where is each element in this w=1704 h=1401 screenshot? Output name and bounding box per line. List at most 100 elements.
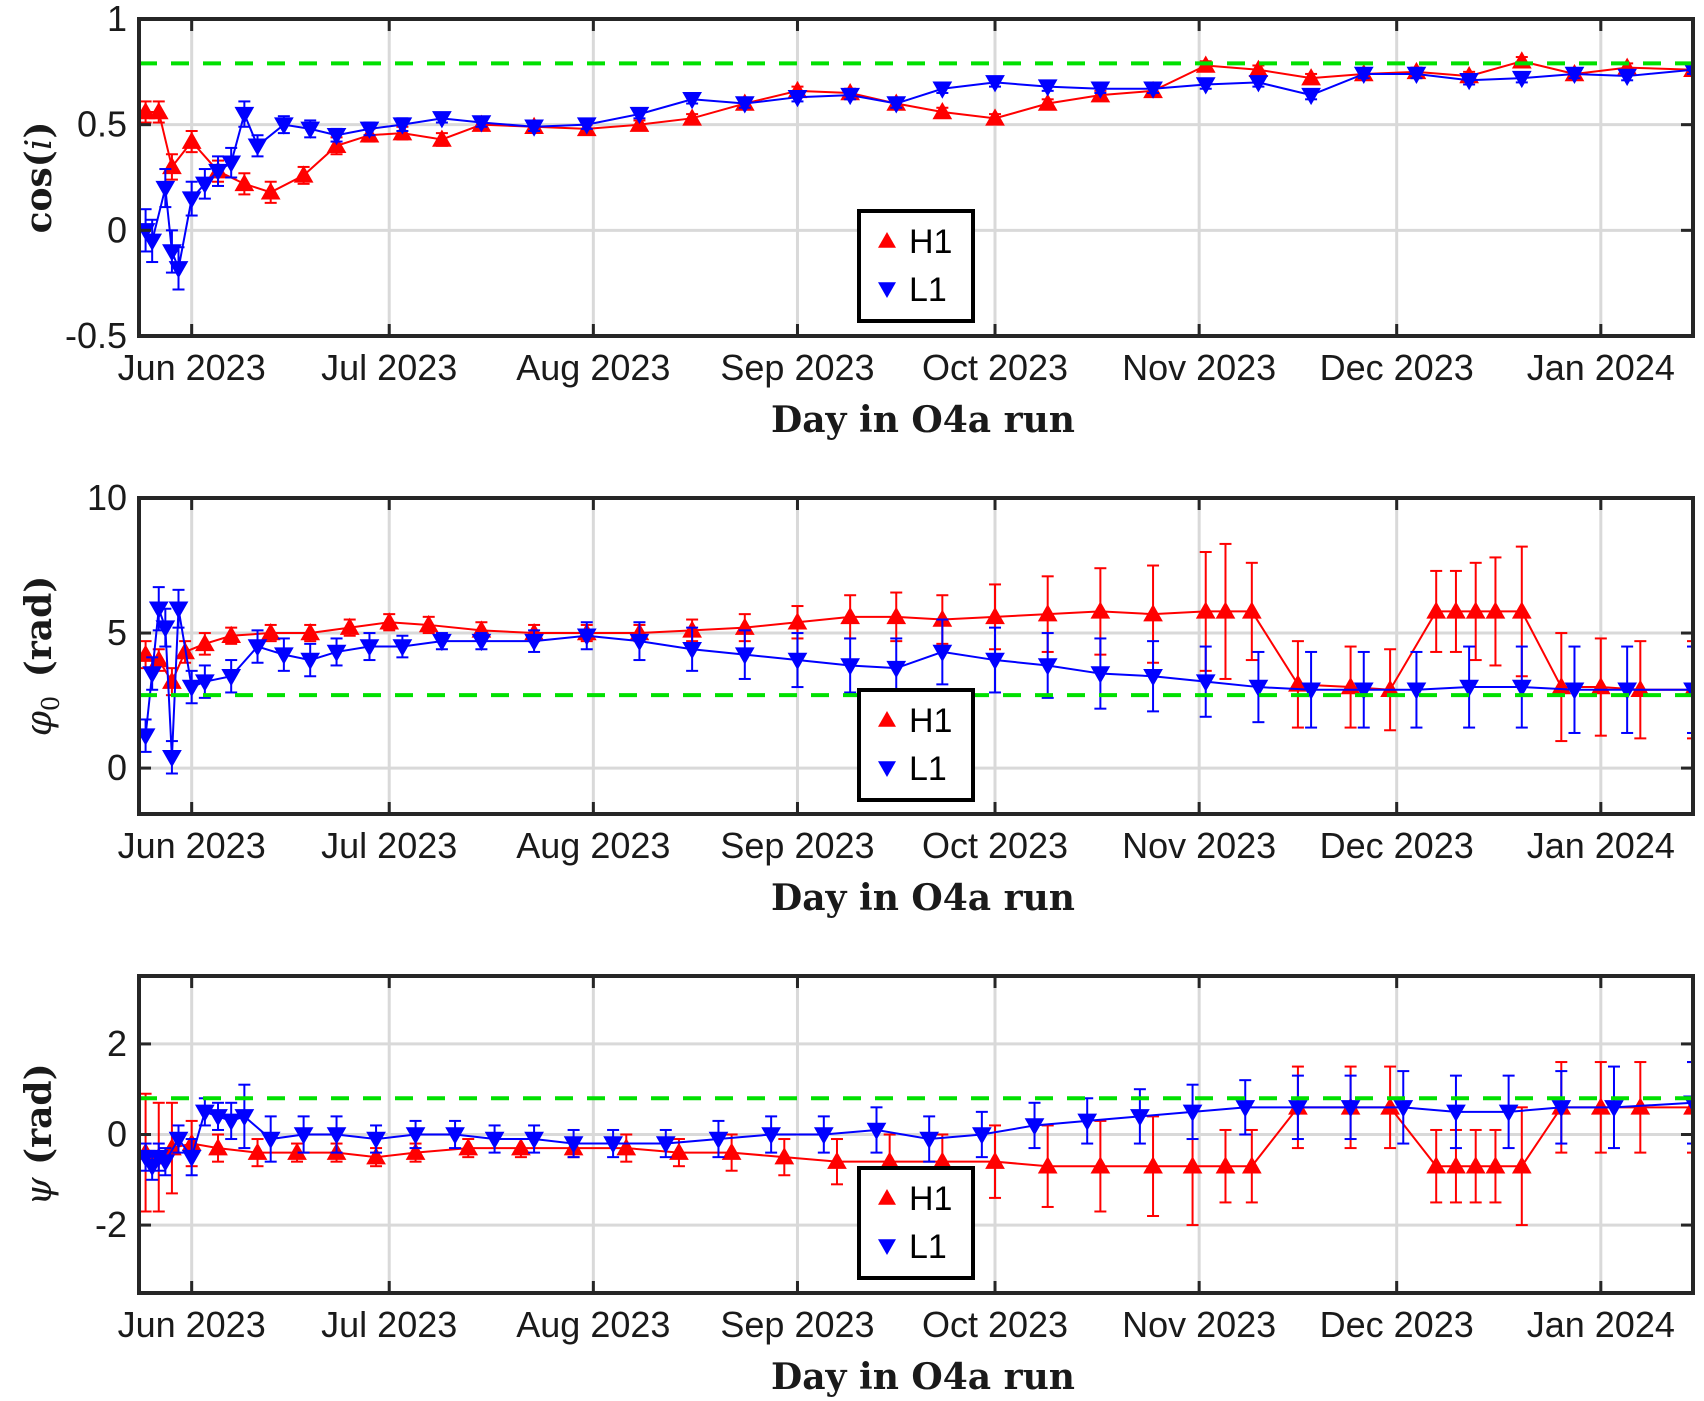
data-point-l1 [1077, 1113, 1098, 1131]
data-point-h1 [511, 1138, 531, 1156]
data-point-h1 [1037, 604, 1058, 622]
y-tick-label: 1 [107, 0, 127, 39]
data-point-l1 [392, 117, 413, 135]
data-point-l1 [761, 1127, 781, 1145]
legend-label-l1: L1 [909, 1228, 947, 1266]
panel-3: Jun 2023 Jul 2023 Aug 2023 Sep 2023 Oct 2023… [18, 974, 1695, 1398]
data-point-l1 [1195, 674, 1216, 692]
y-axis-title: cos(i) [18, 122, 60, 234]
data-point-l1 [326, 644, 347, 662]
series-h1 [139, 542, 1693, 743]
data-point-l1 [484, 1131, 505, 1150]
data-point-l1 [1683, 62, 1693, 80]
x-tick-label: Jan 2024 [1527, 347, 1675, 388]
data-point-l1 [1288, 1100, 1308, 1118]
data-point-h1 [616, 1138, 637, 1156]
x-tick-label: Sep 2023 [720, 347, 874, 388]
data-point-l1 [524, 1131, 544, 1150]
data-point-l1 [932, 644, 953, 662]
data-point-l1 [1406, 682, 1427, 700]
data-point-l1 [366, 1131, 386, 1150]
data-point-l1 [985, 75, 1005, 93]
data-point-l1 [471, 633, 492, 652]
data-point-l1 [247, 138, 268, 156]
data-point-l1 [919, 1131, 940, 1150]
data-point-l1 [274, 647, 294, 665]
data-point-l1 [787, 89, 808, 108]
x-tick-label: Sep 2023 [720, 1304, 874, 1345]
data-point-h1 [247, 1142, 268, 1160]
x-tick-label: Aug 2023 [516, 347, 670, 388]
data-point-l1 [1564, 66, 1585, 84]
data-point-l1 [734, 96, 755, 114]
data-point-l1 [1248, 679, 1269, 698]
data-point-l1 [181, 191, 202, 209]
data-point-h1 [221, 625, 242, 643]
data-point-l1 [1143, 669, 1163, 687]
data-point-l1 [1564, 682, 1585, 700]
data-point-l1 [148, 601, 169, 619]
data-point-l1 [886, 660, 907, 679]
data-point-l1 [1551, 1100, 1572, 1118]
data-point-h1 [682, 108, 702, 126]
x-tick-label: Jan 2024 [1527, 825, 1675, 866]
data-point-l1 [1090, 666, 1111, 684]
legend-marker-h1 [878, 711, 896, 727]
data-point-l1 [326, 1127, 347, 1145]
data-point-h1 [886, 606, 907, 625]
data-point-l1 [155, 180, 176, 199]
data-point-h1 [234, 173, 255, 192]
data-point-l1 [168, 261, 189, 279]
x-tick-label: Oct 2023 [922, 347, 1068, 388]
data-point-l1 [866, 1122, 887, 1140]
data-point-l1 [392, 639, 413, 657]
y-axis-title-part: ψ [19, 1177, 60, 1206]
data-point-h1 [287, 1142, 307, 1160]
data-point-h1 [1215, 601, 1236, 619]
legend-label-h1: H1 [909, 702, 952, 740]
data-point-h1 [1037, 93, 1058, 111]
data-point-l1 [1406, 66, 1427, 84]
data-point-l1 [1393, 1100, 1414, 1118]
data-point-l1 [300, 121, 321, 139]
data-point-l1 [524, 119, 544, 137]
x-tick-label: Dec 2023 [1320, 825, 1474, 866]
data-point-h1 [1241, 601, 1262, 619]
legend-label-l1: L1 [909, 750, 947, 788]
data-point-l1 [603, 1136, 623, 1154]
x-axis-title: Day in O4a run [771, 877, 1075, 919]
data-point-l1 [432, 633, 452, 652]
data-point-l1 [708, 1131, 729, 1150]
data-point-l1 [260, 1131, 281, 1150]
data-point-l1 [1024, 1118, 1045, 1136]
legend-box [857, 688, 975, 802]
data-point-l1 [142, 233, 163, 251]
x-tick-label: Aug 2023 [516, 825, 670, 866]
data-point-h1 [300, 623, 321, 641]
data-point-l1 [524, 633, 544, 652]
data-point-l1 [155, 620, 176, 638]
y-axis-title-part: (rad) [18, 1063, 60, 1177]
data-point-l1 [655, 1136, 676, 1154]
data-point-l1 [1037, 79, 1058, 97]
legend-marker-h1 [878, 232, 896, 248]
data-point-l1 [886, 96, 907, 114]
data-point-h1 [1426, 1156, 1447, 1174]
data-point-h1 [1590, 1097, 1611, 1115]
legend-marker-l1 [878, 761, 896, 777]
data-point-h1 [669, 1142, 689, 1160]
data-point-l1 [208, 1109, 228, 1127]
data-point-l1 [971, 1127, 992, 1145]
data-point-l1 [1182, 1104, 1203, 1122]
data-point-l1 [221, 669, 242, 687]
data-point-h1 [774, 1147, 795, 1165]
x-tick-label: Jan 2024 [1527, 1304, 1675, 1345]
data-point-h1 [1143, 604, 1163, 622]
data-point-h1 [1630, 679, 1651, 698]
data-point-h1 [1465, 1156, 1486, 1174]
data-layer [139, 542, 1693, 775]
data-point-h1 [1195, 601, 1216, 619]
data-point-h1 [379, 612, 400, 630]
data-point-l1 [840, 658, 861, 676]
